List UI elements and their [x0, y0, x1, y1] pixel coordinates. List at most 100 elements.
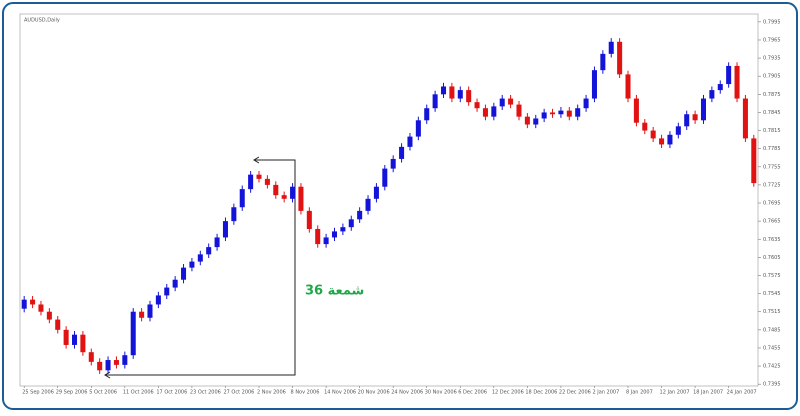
y-tick-label: 0.7845 [763, 110, 781, 116]
x-tick-label: 18 Jan 2007 [693, 390, 723, 396]
x-tick-label: 24 Jan 2007 [727, 390, 757, 396]
candle-body [348, 219, 354, 228]
candle-body [46, 311, 52, 320]
x-tick-label: 24 Nov 2006 [391, 390, 423, 396]
candle-body [248, 174, 254, 190]
candle-body [323, 237, 329, 245]
candle-body [684, 114, 690, 127]
y-tick-label: 0.7455 [763, 345, 781, 351]
x-tick-label: 2 Jan 2007 [592, 390, 619, 396]
candle-body [591, 70, 597, 99]
x-tick-label: 18 Dec 2006 [525, 390, 557, 396]
y-tick-label: 0.7635 [763, 237, 781, 243]
candle-body [315, 228, 321, 245]
candle-body [264, 178, 270, 185]
x-tick-label: 11 Oct 2006 [123, 390, 154, 396]
candle-body [524, 116, 530, 125]
x-tick-label: 22 Dec 2006 [559, 390, 591, 396]
candle-body [113, 360, 119, 365]
candle-body [575, 108, 581, 117]
y-tick-label: 0.7815 [763, 128, 781, 134]
candle-body [516, 104, 522, 117]
candle-body [21, 299, 27, 309]
candle-body [407, 136, 413, 147]
candle-body [675, 126, 681, 135]
candle-body [122, 355, 128, 365]
y-tick-label: 0.7485 [763, 327, 781, 333]
candle-body [432, 94, 438, 109]
candle-body [600, 53, 606, 71]
candle-body [256, 174, 262, 179]
y-tick-label: 0.7575 [763, 273, 781, 279]
candle-body [357, 210, 363, 220]
y-tick-label: 0.7695 [763, 201, 781, 207]
candle-body [281, 195, 287, 199]
y-tick-label: 0.7875 [763, 92, 781, 98]
candle-body [583, 98, 589, 109]
candle-body [617, 41, 623, 75]
y-tick-label: 0.7935 [763, 56, 781, 62]
candle-body [566, 110, 572, 117]
y-tick-label: 0.7395 [763, 382, 781, 388]
candle-body [642, 122, 648, 131]
candle-body [482, 108, 488, 117]
x-tick-label: 5 Oct 2006 [89, 390, 117, 396]
chart-title: AUDUSD,Daily [24, 18, 60, 24]
candle-body [659, 138, 665, 145]
candle-body [533, 118, 539, 125]
x-tick-label: 23 Oct 2006 [190, 390, 221, 396]
candle-body [88, 352, 94, 362]
x-tick-label: 8 Jan 2007 [626, 390, 653, 396]
y-tick-label: 0.7725 [763, 182, 781, 188]
x-tick-label: 12 Jan 2007 [660, 390, 690, 396]
candle-body [55, 319, 61, 330]
candle-body [390, 158, 396, 169]
x-tick-label: 30 Nov 2006 [425, 390, 457, 396]
annotation: 36 شمعة [305, 284, 364, 299]
candle-body [717, 84, 723, 91]
candle-body [667, 134, 673, 145]
candle-body [306, 210, 312, 229]
candle-body [130, 311, 136, 356]
y-tick-label: 0.7755 [763, 164, 781, 170]
candle-body [71, 334, 78, 345]
candle-body [558, 110, 564, 115]
candle-body [734, 65, 740, 99]
candle-body [625, 74, 631, 99]
candle-body [424, 108, 430, 121]
candle-body [449, 86, 455, 99]
candle-body [440, 86, 447, 95]
candle-body [63, 329, 69, 345]
candle-body [633, 98, 639, 123]
candle-body [382, 168, 388, 187]
candle-body [457, 90, 463, 99]
candle-body [155, 295, 161, 305]
candle-body [726, 65, 732, 85]
candle-body [164, 287, 170, 296]
candle-body [147, 304, 153, 318]
candle-body [239, 189, 245, 208]
candle-body [189, 261, 195, 268]
candle-body [181, 267, 187, 280]
y-tick-label: 0.7905 [763, 74, 781, 80]
candle-body [331, 231, 338, 238]
candle-body [298, 186, 304, 211]
x-tick-label: 2 Nov 2006 [257, 390, 286, 396]
candle-body [373, 186, 379, 199]
candle-body [650, 130, 656, 139]
candle-body [491, 106, 497, 117]
x-tick-label: 14 Nov 2006 [324, 390, 356, 396]
candle-body [700, 98, 707, 121]
candle-body [231, 207, 237, 222]
x-tick-label: 27 Oct 2006 [223, 390, 254, 396]
x-tick-label: 12 Dec 2006 [492, 390, 524, 396]
candle-body [139, 311, 145, 318]
candle-body [692, 114, 698, 121]
candle-body [38, 304, 44, 312]
candle-body [206, 247, 212, 255]
candle-body [709, 90, 715, 99]
candle-body [508, 98, 514, 105]
candle-body [340, 227, 346, 232]
